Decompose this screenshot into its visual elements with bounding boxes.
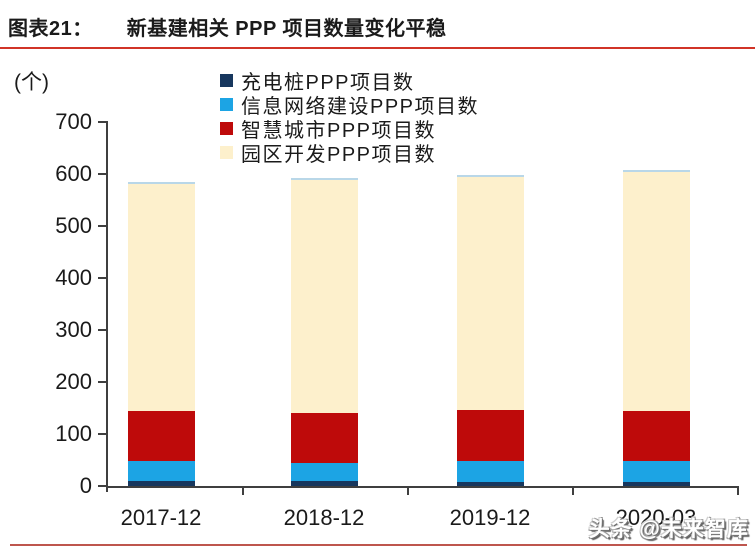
bar-segment: [622, 481, 690, 486]
legend-label: 信息网络建设PPP项目数: [241, 95, 480, 118]
chart-legend: 充电桩PPP项目数 信息网络建设PPP项目数 智慧城市PPP项目数 园区开发PPP项目…: [220, 68, 480, 166]
x-axis-tick: [737, 486, 739, 495]
legend-item: 信息网络建设PPP项目数: [220, 92, 480, 118]
x-axis-line: [106, 486, 739, 488]
legend-swatch-icon: [220, 121, 233, 135]
y-axis-unit-label: (个): [14, 71, 49, 94]
x-axis-label: 2017-12: [120, 505, 202, 530]
bar-segment: [456, 481, 524, 486]
bar-segment: [290, 413, 358, 463]
figure-title: 新基建相关 PPP 项目数量变化平稳: [126, 18, 447, 40]
bar-segment: [290, 177, 358, 414]
y-axis-tick-label: 500: [55, 213, 92, 238]
bar-segment: [127, 461, 195, 481]
bar-segment: [622, 461, 690, 482]
y-axis-tick: [98, 277, 106, 279]
legend-swatch-icon: [220, 145, 233, 159]
x-axis-label: 2020-03: [615, 505, 697, 530]
watermark: 头条 @未来智库: [588, 518, 749, 541]
y-axis-tick: [98, 433, 106, 435]
x-axis-tick: [407, 486, 409, 495]
bar-segment: [456, 174, 524, 411]
bar-segment: [290, 462, 358, 482]
x-axis-tick: [242, 486, 244, 495]
x-axis-label: 2018-12: [283, 505, 365, 530]
y-axis-tick-label: 700: [55, 109, 92, 134]
figure-label: 图表21：: [8, 18, 93, 40]
legend-label: 园区开发PPP项目数: [241, 143, 437, 166]
legend-item: 园区开发PPP项目数: [220, 140, 479, 166]
bottom-divider: [10, 544, 747, 546]
y-axis-line: [106, 121, 108, 492]
y-axis-tick-label: 200: [55, 369, 92, 394]
x-axis-label: 2019-12: [449, 505, 531, 530]
y-axis-tick: [98, 225, 106, 227]
legend-item: 充电桩PPP项目数: [220, 68, 479, 94]
y-axis-tick: [98, 485, 106, 487]
y-axis-tick-label: 300: [55, 317, 92, 342]
bar-segment: [127, 181, 195, 412]
bar-segment: [290, 481, 358, 486]
y-axis-tick: [98, 121, 106, 123]
title-divider: [0, 47, 755, 49]
bar-segment: [622, 169, 690, 412]
legend-swatch-icon: [220, 97, 233, 111]
bar-segment: [456, 410, 524, 462]
y-axis-tick: [98, 329, 106, 331]
y-axis-tick: [98, 381, 106, 383]
y-axis-tick-label: 400: [55, 265, 92, 290]
bar-segment: [127, 411, 195, 462]
y-axis-tick: [98, 173, 106, 175]
figure-header: 图表21： 新基建相关 PPP 项目数量变化平稳: [8, 12, 748, 41]
y-axis-tick-label: 600: [55, 161, 92, 186]
legend-swatch-icon: [220, 73, 233, 87]
legend-label: 智慧城市PPP项目数: [241, 119, 437, 142]
bar-segment: [127, 480, 195, 486]
y-axis-tick-label: 0: [79, 473, 92, 498]
legend-label: 充电桩PPP项目数: [241, 71, 415, 94]
x-axis-tick: [572, 486, 574, 495]
bar-segment: [456, 461, 524, 482]
y-axis-tick-label: 100: [55, 421, 92, 446]
legend-item: 智慧城市PPP项目数: [220, 116, 479, 142]
bar-segment: [622, 411, 690, 462]
